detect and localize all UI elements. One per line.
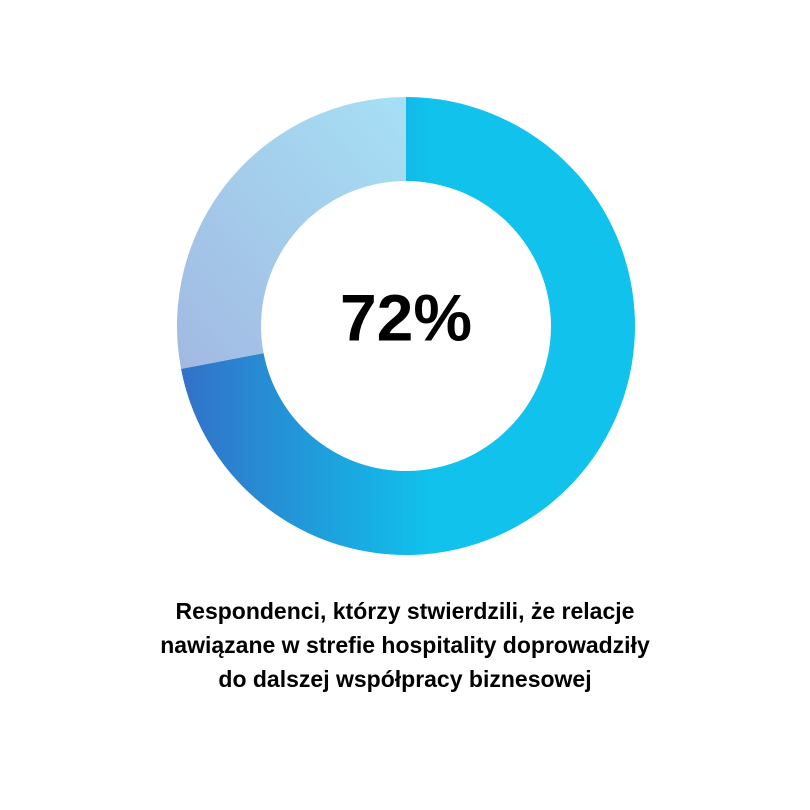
caption-line: do dalszej współpracy biznesowej [218, 666, 591, 692]
donut-segment [181, 97, 635, 555]
caption-line: Respondenci, którzy stwierdzili, że rela… [176, 598, 635, 624]
caption-line: nawiązane w strefie hospitality doprowad… [160, 632, 650, 658]
center-label: 72% [340, 280, 472, 354]
donut-segment [176, 97, 406, 369]
